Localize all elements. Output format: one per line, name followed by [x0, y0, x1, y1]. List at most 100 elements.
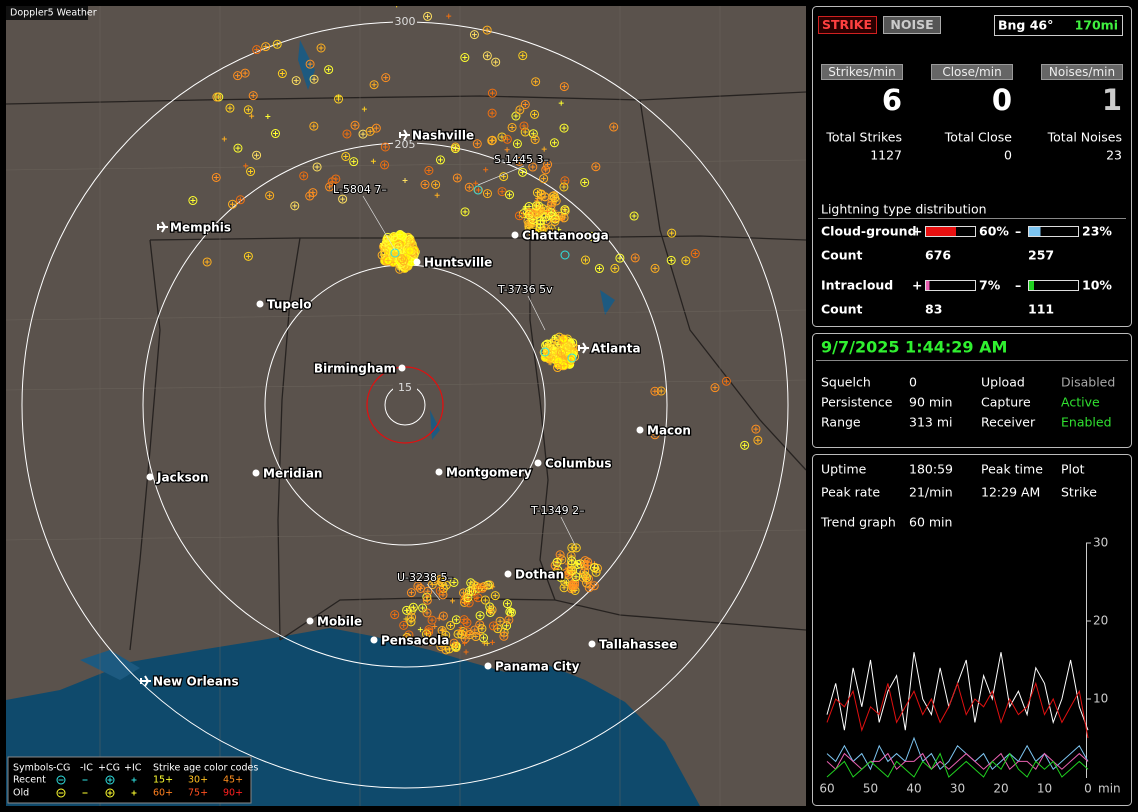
strike-cross	[473, 634, 479, 640]
strike-symbol	[389, 232, 399, 242]
city-label: Pensacola	[381, 634, 449, 648]
strike-cross	[237, 197, 243, 203]
setting-cell: Disabled	[1061, 375, 1115, 390]
strike-symbol	[530, 135, 540, 145]
strike-cross	[593, 569, 599, 575]
strike-symbol	[740, 440, 750, 450]
strike-symbol	[463, 593, 473, 603]
strike-symbol	[479, 581, 489, 591]
strike-symbol	[365, 126, 375, 136]
count-label: Count	[821, 248, 863, 263]
city-label: Meridian	[263, 467, 322, 481]
strike-cross	[265, 113, 271, 119]
strike-cross	[454, 175, 460, 181]
strike-symbol	[552, 335, 558, 341]
legend-header: +CG	[98, 763, 120, 774]
strike-symbol	[560, 176, 570, 186]
type-name: Cloud-ground	[821, 224, 917, 239]
strike-symbol	[462, 640, 468, 646]
storm-leader	[527, 295, 546, 331]
strike-cross	[243, 163, 249, 169]
strike-ring	[252, 45, 262, 55]
legend-header: -IC	[80, 763, 93, 774]
strike-symbol	[309, 121, 319, 131]
strike-ring	[464, 182, 474, 192]
strike-cross	[311, 76, 317, 82]
strike-cross	[371, 82, 377, 88]
strike-symbol	[475, 611, 485, 621]
strike-symbol	[571, 572, 581, 582]
strike-cross	[544, 209, 550, 215]
strike-ring	[553, 363, 563, 373]
strike-cross	[484, 53, 490, 59]
strike-symbol	[449, 638, 459, 648]
strike-ring	[462, 618, 472, 628]
sign: +	[912, 224, 922, 239]
strike-symbol	[436, 642, 446, 652]
strike-ring	[497, 187, 507, 197]
rate-button[interactable]	[1041, 64, 1123, 80]
strike-cross	[311, 123, 317, 129]
strike-cross	[555, 342, 561, 348]
strike-ring	[305, 191, 315, 201]
strike-symbol	[530, 109, 540, 119]
percent-label: 10%	[1082, 278, 1112, 293]
strike-ring	[431, 180, 441, 190]
strike-cross	[254, 47, 260, 53]
percent-bar	[926, 227, 956, 236]
strike-ring	[520, 127, 530, 137]
strike-cross	[423, 631, 429, 637]
strike-ring	[309, 74, 319, 84]
strike-symbol	[342, 129, 352, 139]
strike-cross	[213, 174, 219, 180]
strike-symbol	[482, 25, 492, 35]
strike-symbol	[404, 630, 414, 640]
strike-ring	[349, 157, 359, 167]
noise-button[interactable]	[883, 16, 941, 34]
strike-symbol	[524, 210, 534, 220]
strike-ring	[399, 620, 409, 630]
distribution-title: Lightning type distribution	[821, 202, 987, 217]
strike-cross	[591, 565, 597, 571]
strike-cross	[533, 79, 539, 85]
strike-symbol	[482, 51, 492, 61]
strike-cross	[462, 640, 468, 646]
strike-cross	[391, 234, 397, 240]
setting-cell: Capture	[981, 395, 1031, 410]
strike-button[interactable]	[818, 16, 877, 34]
symbol-sign	[131, 777, 137, 783]
strike-symbol	[413, 581, 423, 591]
strike-ring	[487, 136, 497, 146]
strike-cross	[632, 255, 638, 261]
symbol-sign	[131, 790, 137, 796]
age-code: 90+	[223, 788, 243, 799]
city-label: Jackson	[156, 471, 209, 485]
strike-symbol	[552, 557, 562, 567]
strike-symbol	[523, 204, 529, 210]
strike-cross	[443, 632, 449, 638]
city-label: Atlanta	[591, 342, 641, 356]
strike-symbol	[460, 207, 470, 217]
age-code: 60+	[153, 788, 173, 799]
ring-label-bg	[393, 382, 417, 394]
rate-button[interactable]	[821, 64, 903, 80]
legend-title: Symbols	[13, 763, 53, 774]
x-tick-label: 0	[1084, 782, 1092, 796]
strike-ring	[560, 176, 570, 186]
strike-cross	[476, 187, 482, 193]
strike-symbol	[450, 144, 460, 154]
city-dot	[413, 258, 421, 266]
strike-ring	[350, 120, 360, 130]
airport-icon	[157, 221, 168, 233]
strike-symbol	[427, 615, 437, 625]
strike-symbol	[580, 567, 590, 577]
strike-cross	[279, 71, 285, 77]
strike-ring	[480, 595, 490, 605]
rate-button[interactable]	[931, 64, 1013, 80]
strike-ring	[721, 376, 731, 386]
strike-cross	[404, 607, 410, 613]
strike-cross	[245, 107, 251, 113]
strike-ring	[563, 343, 573, 353]
strike-symbol	[435, 155, 445, 165]
strike-cross	[434, 192, 440, 198]
